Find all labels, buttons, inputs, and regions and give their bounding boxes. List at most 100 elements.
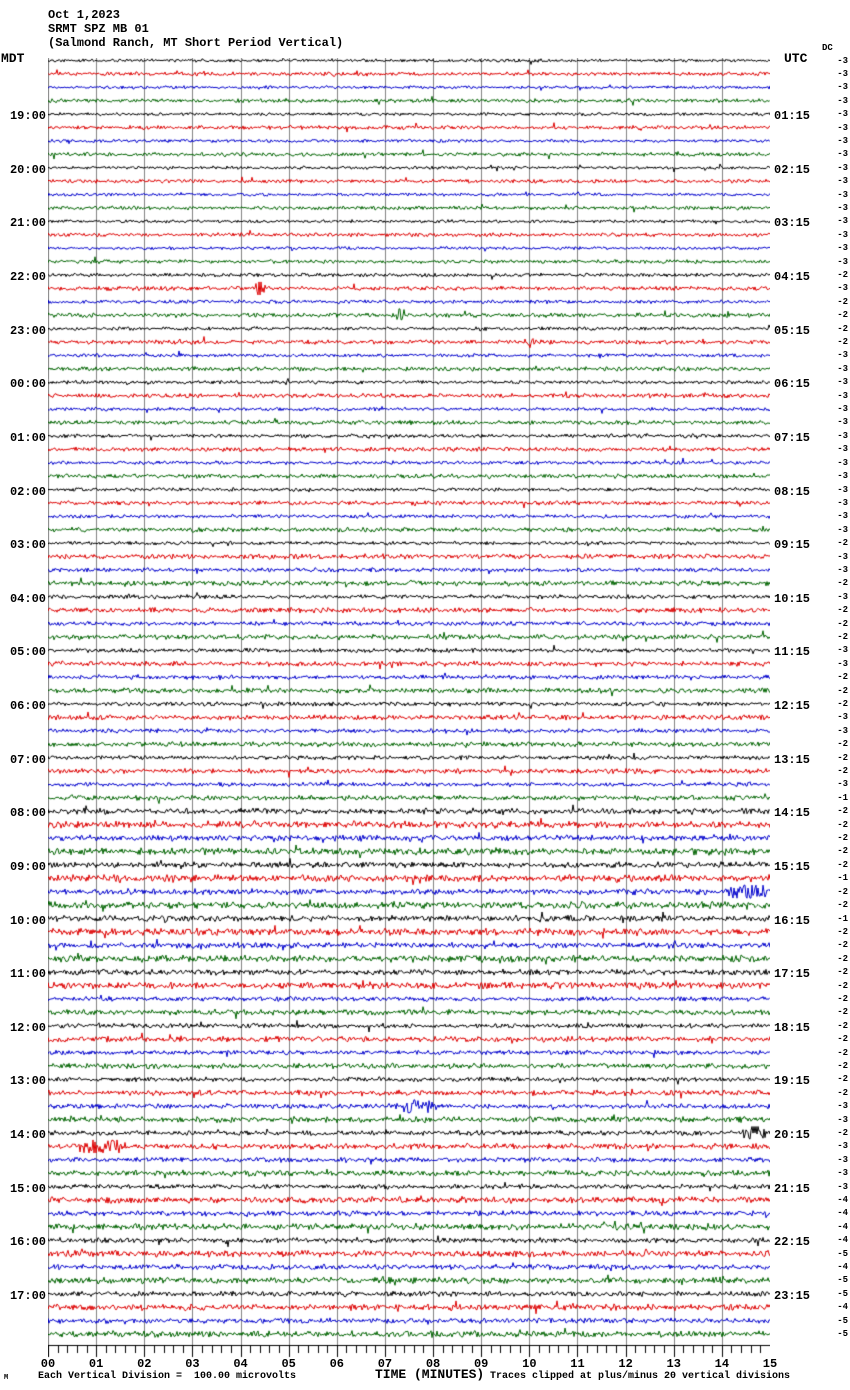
dc-offset-value: -2 xyxy=(837,685,848,696)
dc-offset-value: -4 xyxy=(837,1302,848,1313)
dc-offset-value: -2 xyxy=(837,605,848,616)
mdt-hour-label: 05:00 xyxy=(9,645,46,660)
dc-offset-value: -3 xyxy=(837,1154,848,1165)
x-axis-tick-label: 15 xyxy=(762,1357,778,1371)
utc-hour-label: 13:15 xyxy=(774,752,811,767)
dc-offset-value: -1 xyxy=(837,873,848,884)
dc-offset-value: -3 xyxy=(837,511,848,522)
utc-hour-label: 12:15 xyxy=(774,699,811,713)
dc-offset-value: -5 xyxy=(837,1248,848,1259)
dc-offset-value: -2 xyxy=(837,739,848,750)
dc-offset-value: -3 xyxy=(837,551,848,562)
dc-offset-value: -2 xyxy=(837,1060,848,1071)
dc-offset-value: -2 xyxy=(837,1047,848,1058)
mdt-hour-label: 20:00 xyxy=(9,162,46,177)
x-axis-tick-label: 08 xyxy=(425,1357,441,1371)
dc-offset-value: -3 xyxy=(837,363,848,374)
dc-offset-value: -3 xyxy=(837,149,848,160)
dc-offset-value: -3 xyxy=(837,202,848,213)
dc-offset-value: -3 xyxy=(837,55,848,66)
mdt-hour-label: 22:00 xyxy=(9,270,46,284)
dc-offset-value: -1 xyxy=(837,913,848,924)
dc-offset-value: -2 xyxy=(837,833,848,844)
dc-offset-value: -3 xyxy=(837,243,848,254)
mdt-hour-label: 02:00 xyxy=(9,484,46,499)
mdt-hour-label: 04:00 xyxy=(9,591,46,606)
mdt-hour-label: 23:00 xyxy=(9,323,46,338)
dc-offset-value: -5 xyxy=(837,1329,848,1340)
x-axis-tick-label: 04 xyxy=(233,1357,248,1371)
dc-offset-value: -2 xyxy=(837,672,848,683)
title-station-code: SRMT SPZ MB 01 xyxy=(48,22,149,36)
dc-offset-value: -2 xyxy=(837,538,848,549)
utc-hour-label: 05:15 xyxy=(774,323,811,338)
utc-hour-label: 10:15 xyxy=(774,591,811,606)
dc-offset-value: -3 xyxy=(837,1168,848,1179)
dc-offset-value: -2 xyxy=(837,806,848,817)
mdt-hour-label: 14:00 xyxy=(9,1128,46,1142)
utc-hour-label: 20:15 xyxy=(774,1128,811,1142)
dc-offset-value: -2 xyxy=(837,337,848,348)
mdt-hour-label: 21:00 xyxy=(9,216,46,231)
dc-offset-value: -2 xyxy=(837,296,848,307)
dc-offset-value: -3 xyxy=(837,350,848,361)
mdt-hour-label: 07:00 xyxy=(9,752,46,767)
mdt-hour-label: 15:00 xyxy=(9,1181,46,1196)
dc-offset-value: -3 xyxy=(837,1141,848,1152)
dc-offset-value: -3 xyxy=(837,189,848,200)
x-axis-title: TIME (MINUTES) xyxy=(375,1367,485,1382)
title-station-description: (Salmond Ranch, MT Short Period Vertical… xyxy=(48,36,344,50)
dc-offset-value: -3 xyxy=(837,176,848,187)
dc-offset-value: -2 xyxy=(837,1007,848,1018)
dc-offset-value: -2 xyxy=(837,926,848,937)
dc-offset-value: -3 xyxy=(837,430,848,441)
dc-offset-value: -3 xyxy=(837,1101,848,1112)
mdt-hour-label: 00:00 xyxy=(9,377,46,392)
dc-offset-value: -2 xyxy=(837,766,848,777)
x-axis-tick-label: 05 xyxy=(281,1357,296,1371)
dc-offset-value: -2 xyxy=(837,323,848,334)
dc-offset-value: -4 xyxy=(837,1262,848,1273)
dc-offset-value: -3 xyxy=(837,283,848,294)
dc-offset-value: -4 xyxy=(837,1208,848,1219)
utc-hour-label: 06:15 xyxy=(774,377,811,392)
dc-offset-value: -3 xyxy=(837,484,848,495)
dc-offset-value: -4 xyxy=(837,1235,848,1246)
dc-offset-value: -1 xyxy=(837,792,848,803)
dc-offset-value: -2 xyxy=(837,980,848,991)
mdt-hour-label: 06:00 xyxy=(9,699,46,713)
footer-tiny-mark: M xyxy=(4,1374,9,1382)
dc-offset-value: -3 xyxy=(837,216,848,227)
dc-offset-value: -3 xyxy=(837,658,848,669)
left-axis-header-mdt: MDT xyxy=(1,51,25,66)
utc-hour-label: 04:15 xyxy=(774,270,811,284)
dc-offset-value: -2 xyxy=(837,1034,848,1045)
utc-hour-label: 18:15 xyxy=(774,1020,811,1035)
seismogram-plot-area xyxy=(48,58,770,1360)
mdt-hour-label: 03:00 xyxy=(9,538,46,553)
dc-offset-value: -3 xyxy=(837,497,848,508)
utc-hour-label: 02:15 xyxy=(774,162,811,177)
dc-offset-value: -3 xyxy=(837,524,848,535)
dc-offset-value: -3 xyxy=(837,162,848,173)
dc-offset-value: -3 xyxy=(837,645,848,656)
dc-offset-value: -2 xyxy=(837,699,848,709)
x-axis-tick-label: 07 xyxy=(377,1357,393,1371)
dc-offset-value: -2 xyxy=(837,578,848,589)
x-axis-tick-label: 06 xyxy=(329,1357,344,1371)
utc-hour-label: 15:15 xyxy=(774,859,811,874)
utc-hour-label: 16:15 xyxy=(774,913,811,928)
utc-hour-label: 08:15 xyxy=(774,484,811,499)
utc-hour-label: 07:15 xyxy=(774,430,811,445)
dc-offset-value: -2 xyxy=(837,846,848,857)
mdt-hour-label: 16:00 xyxy=(9,1235,46,1250)
dc-offset-value: -3 xyxy=(837,779,848,790)
dc-offset-value: -3 xyxy=(837,135,848,146)
dc-offset-value: -3 xyxy=(837,68,848,79)
dc-offset-value: -3 xyxy=(837,229,848,240)
dc-offset-value: -2 xyxy=(837,1074,848,1085)
dc-offset-value: -2 xyxy=(837,967,848,978)
mdt-hour-label: 11:00 xyxy=(9,967,46,982)
dc-offset-value: -2 xyxy=(837,953,848,964)
dc-offset-value: -3 xyxy=(837,564,848,575)
